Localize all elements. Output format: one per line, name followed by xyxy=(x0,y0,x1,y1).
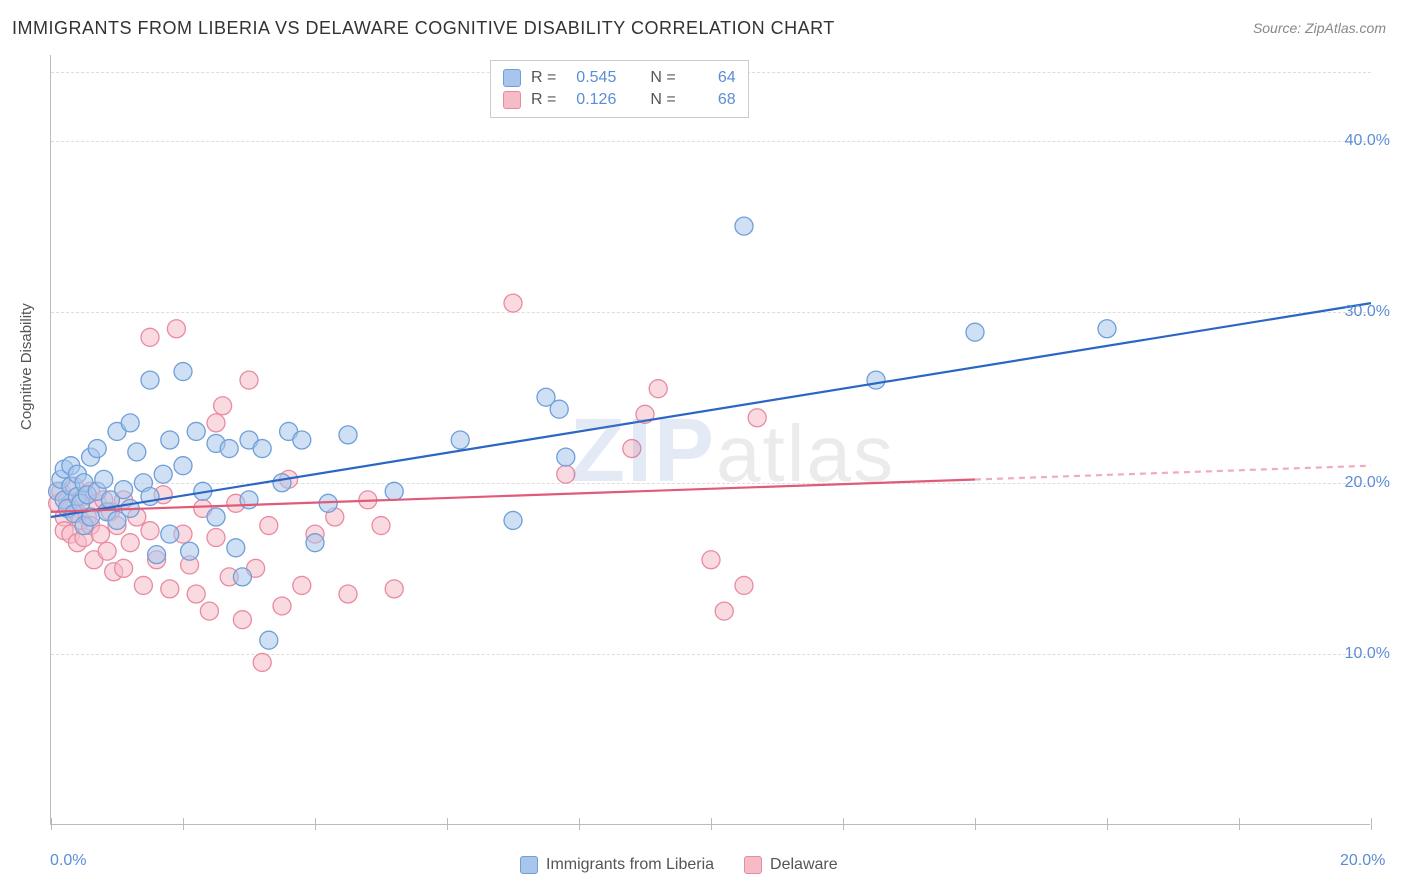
y-axis-label: Cognitive Disability xyxy=(18,303,35,430)
chart-title: IMMIGRANTS FROM LIBERIA VS DELAWARE COGN… xyxy=(12,18,835,39)
legend-stats-row-0: R = 0.545 N = 64 xyxy=(503,67,736,89)
swatch-icon xyxy=(503,91,521,109)
legend-item-1: Delaware xyxy=(744,856,838,874)
x-tick-label: 20.0% xyxy=(1340,852,1385,870)
legend-stats-row-1: R = 0.126 N = 68 xyxy=(503,89,736,111)
plot-frame xyxy=(50,55,1370,825)
plot-svg xyxy=(51,55,1371,825)
r-value: 0.545 xyxy=(566,69,616,87)
x-tick-label: 0.0% xyxy=(50,852,86,870)
y-tick-label: 10.0% xyxy=(1345,645,1390,663)
r-value: 0.126 xyxy=(566,91,616,109)
n-label: N = xyxy=(650,91,675,109)
y-tick-label: 40.0% xyxy=(1345,132,1390,150)
chart-area xyxy=(50,55,1370,825)
swatch-icon xyxy=(503,69,521,87)
swatch-icon xyxy=(744,856,762,874)
bottom-legend: Immigrants from Liberia Delaware xyxy=(520,856,838,874)
legend-item-0: Immigrants from Liberia xyxy=(520,856,714,874)
r-label: R = xyxy=(531,69,556,87)
y-tick-label: 30.0% xyxy=(1345,303,1390,321)
legend-label: Delaware xyxy=(770,856,838,874)
n-value: 64 xyxy=(686,69,736,87)
n-label: N = xyxy=(650,69,675,87)
y-tick-label: 20.0% xyxy=(1345,474,1390,492)
legend-label: Immigrants from Liberia xyxy=(546,856,714,874)
source-attribution: Source: ZipAtlas.com xyxy=(1253,20,1386,36)
r-label: R = xyxy=(531,91,556,109)
n-value: 68 xyxy=(686,91,736,109)
legend-stats-box: R = 0.545 N = 64 R = 0.126 N = 68 xyxy=(490,60,749,118)
swatch-icon xyxy=(520,856,538,874)
